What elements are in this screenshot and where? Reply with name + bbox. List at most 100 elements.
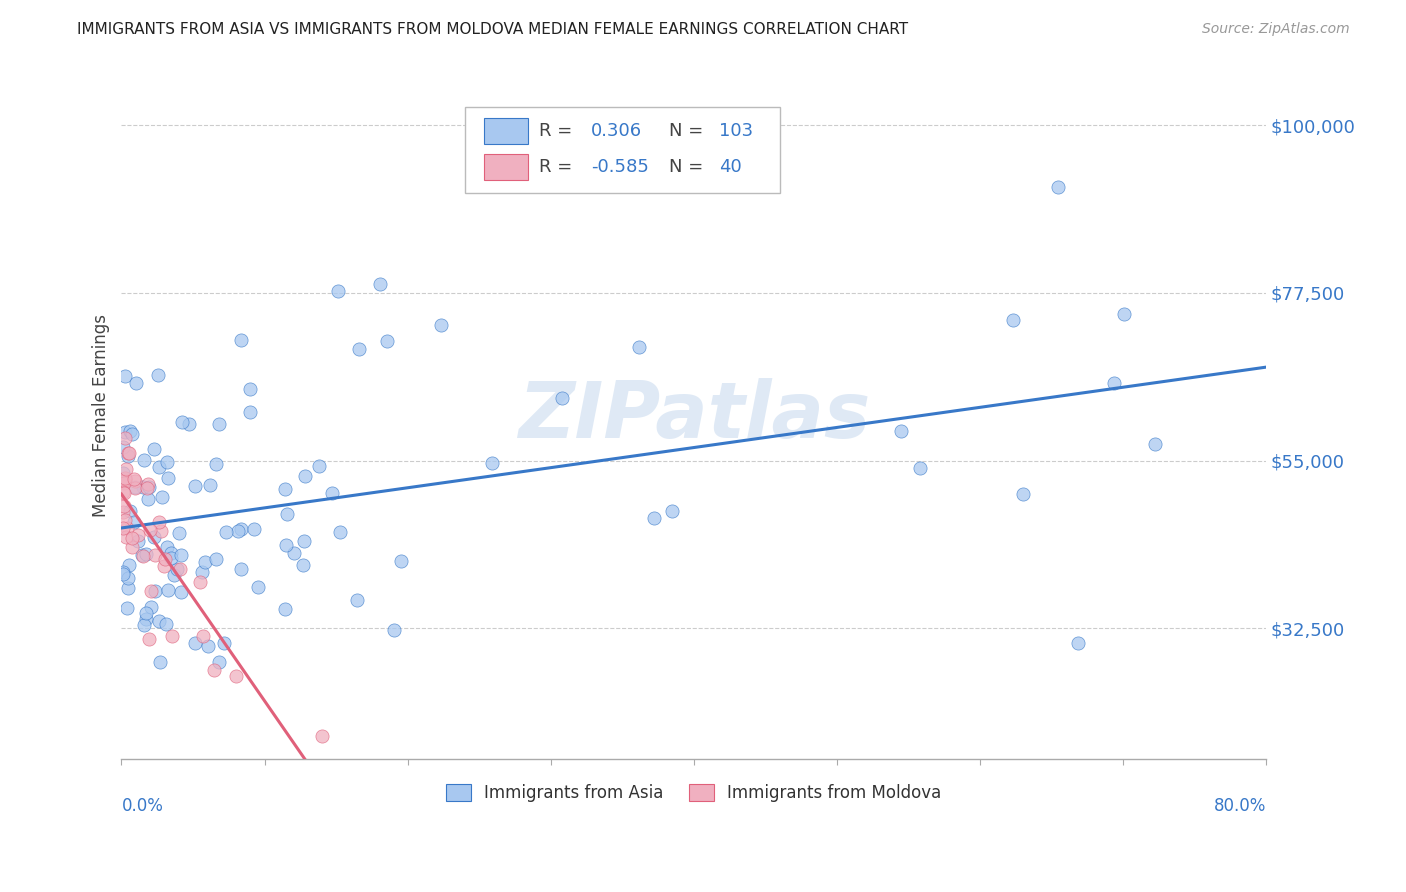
Point — [194, 555, 217, 569]
Point — [127, 527, 149, 541]
Point — [117, 446, 139, 460]
Point — [114, 470, 136, 484]
Point — [111, 566, 134, 580]
Text: N =: N = — [669, 158, 709, 176]
Point — [1046, 180, 1069, 194]
Point — [131, 549, 153, 563]
Point — [111, 566, 134, 581]
Point — [117, 601, 139, 615]
Point — [321, 486, 343, 500]
Point — [389, 554, 412, 568]
Point — [1104, 376, 1126, 391]
Point — [156, 540, 179, 554]
Point — [132, 479, 155, 493]
Point — [193, 629, 215, 643]
Point — [242, 522, 264, 536]
Point — [163, 568, 186, 582]
Point — [120, 425, 142, 439]
Point — [1012, 487, 1035, 501]
Point — [382, 624, 405, 638]
Point — [136, 491, 159, 506]
Point — [204, 458, 226, 472]
Point — [124, 376, 146, 390]
Point — [1001, 312, 1024, 326]
Text: ZIPatlas: ZIPatlas — [517, 378, 870, 454]
Point — [208, 655, 231, 669]
Point — [124, 474, 146, 488]
Point — [188, 574, 211, 589]
Point — [150, 490, 173, 504]
Point — [643, 510, 665, 524]
Point — [138, 477, 160, 491]
Point — [172, 416, 194, 430]
Point — [111, 474, 134, 488]
Text: 0.306: 0.306 — [591, 122, 643, 140]
Point — [177, 417, 200, 432]
Point — [274, 538, 297, 552]
Point — [890, 424, 912, 438]
Point — [308, 458, 330, 473]
Text: R =: R = — [540, 158, 578, 176]
Point — [143, 584, 166, 599]
Point — [115, 521, 138, 535]
Point — [148, 614, 170, 628]
Point — [184, 636, 207, 650]
Point — [152, 559, 174, 574]
Point — [114, 513, 136, 527]
Point — [191, 565, 214, 579]
Point — [124, 472, 146, 486]
Point — [135, 612, 157, 626]
Point — [149, 655, 172, 669]
Legend: Immigrants from Asia, Immigrants from Moldova: Immigrants from Asia, Immigrants from Mo… — [440, 777, 948, 809]
Point — [198, 478, 221, 492]
Point — [1144, 436, 1167, 450]
Point — [276, 507, 298, 521]
Point — [141, 599, 163, 614]
Point — [215, 524, 238, 539]
Point — [117, 570, 139, 584]
Point — [112, 486, 135, 500]
Point — [114, 530, 136, 544]
Point — [142, 530, 165, 544]
Y-axis label: Median Female Earnings: Median Female Earnings — [93, 314, 110, 517]
Point — [112, 499, 135, 513]
Point — [135, 481, 157, 495]
Point — [114, 431, 136, 445]
Point — [274, 482, 297, 496]
Point — [274, 602, 297, 616]
Point — [229, 562, 252, 576]
Point — [157, 582, 180, 597]
Point — [127, 534, 149, 549]
Point — [159, 551, 181, 566]
Point — [628, 340, 651, 354]
Point — [329, 524, 352, 539]
Point — [117, 581, 139, 595]
Point — [291, 558, 314, 572]
Point — [166, 561, 188, 575]
Bar — [484, 154, 527, 180]
Point — [225, 669, 247, 683]
Point — [132, 617, 155, 632]
Point — [430, 318, 453, 333]
Point — [143, 549, 166, 563]
Point — [208, 417, 231, 431]
Text: -0.585: -0.585 — [591, 158, 648, 176]
Point — [326, 284, 349, 298]
Point — [117, 449, 139, 463]
Point — [205, 552, 228, 566]
Point — [111, 521, 134, 535]
Point — [153, 552, 176, 566]
Text: 80.0%: 80.0% — [1213, 797, 1267, 814]
Text: N =: N = — [669, 122, 709, 140]
Point — [134, 547, 156, 561]
Point — [160, 629, 183, 643]
Point — [169, 562, 191, 576]
Point — [114, 425, 136, 439]
Point — [481, 457, 503, 471]
Point — [138, 632, 160, 646]
Point — [118, 558, 141, 572]
Point — [157, 471, 180, 485]
Point — [121, 426, 143, 441]
Point — [148, 368, 170, 383]
Point — [148, 515, 170, 529]
